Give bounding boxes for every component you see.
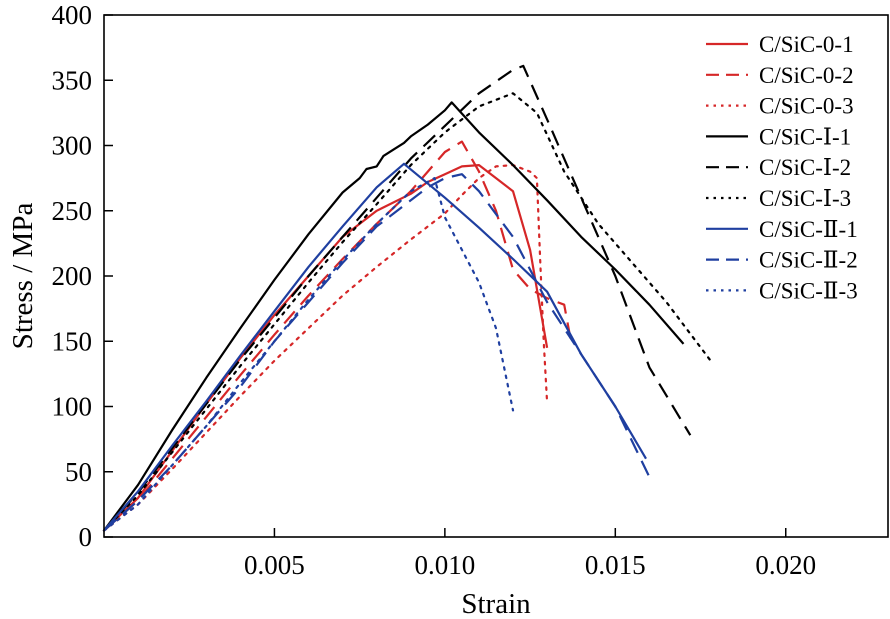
legend-label: C/SiC-Ⅱ-3 bbox=[759, 278, 858, 303]
series-line-7 bbox=[103, 162, 647, 532]
series-line-9 bbox=[102, 177, 515, 532]
axis-ticks bbox=[104, 14, 787, 538]
y-tick-label: 50 bbox=[65, 457, 92, 487]
x-axis-title: Strain bbox=[461, 588, 531, 619]
legend-label: C/SiC-Ⅱ-2 bbox=[759, 248, 858, 273]
y-tick-label: 100 bbox=[52, 392, 93, 422]
x-tick-label: 0.010 bbox=[414, 550, 475, 580]
y-axis-title: Stress / MPa bbox=[7, 203, 39, 350]
legend-label: C/SiC-0-3 bbox=[759, 94, 854, 119]
y-tick-label: 150 bbox=[52, 326, 93, 356]
legend-label: C/SiC-Ⅰ-2 bbox=[759, 155, 851, 180]
y-tick-label: 350 bbox=[52, 65, 93, 95]
legend-label: C/SiC-0-2 bbox=[759, 63, 854, 88]
x-tick-label: 0.015 bbox=[585, 550, 646, 580]
x-tick-label: 0.005 bbox=[244, 550, 305, 580]
series-line-2 bbox=[103, 140, 573, 532]
legend-label: C/SiC-0-1 bbox=[759, 32, 854, 57]
series-line-1 bbox=[103, 164, 549, 532]
series-line-4 bbox=[103, 101, 685, 532]
series-line-8 bbox=[103, 173, 651, 532]
y-tick-label: 0 bbox=[79, 522, 93, 552]
y-tick-label: 250 bbox=[52, 196, 93, 226]
y-tick-label: 300 bbox=[52, 131, 93, 161]
series-line-6 bbox=[102, 92, 712, 532]
series-line-3 bbox=[102, 164, 549, 532]
y-tick-label: 400 bbox=[52, 0, 93, 30]
series-lines bbox=[102, 64, 712, 532]
series-line-5 bbox=[103, 64, 692, 532]
x-tick-label: 0.020 bbox=[755, 550, 816, 580]
y-tick-label: 200 bbox=[52, 261, 93, 291]
legend-label: C/SiC-Ⅰ-1 bbox=[759, 124, 851, 149]
legend-label: C/SiC-Ⅰ-3 bbox=[759, 186, 851, 211]
legend-label: C/SiC-Ⅱ-1 bbox=[759, 217, 858, 242]
tick-labels: 0 50 100 150 200 250 300 350 400 0.005 0.010 0.015 0… bbox=[52, 0, 817, 580]
legend: C/SiC-0-1 C/SiC-0-2 C/SiC-0-3 C/SiC-Ⅰ-1 C/Si… bbox=[706, 32, 858, 303]
